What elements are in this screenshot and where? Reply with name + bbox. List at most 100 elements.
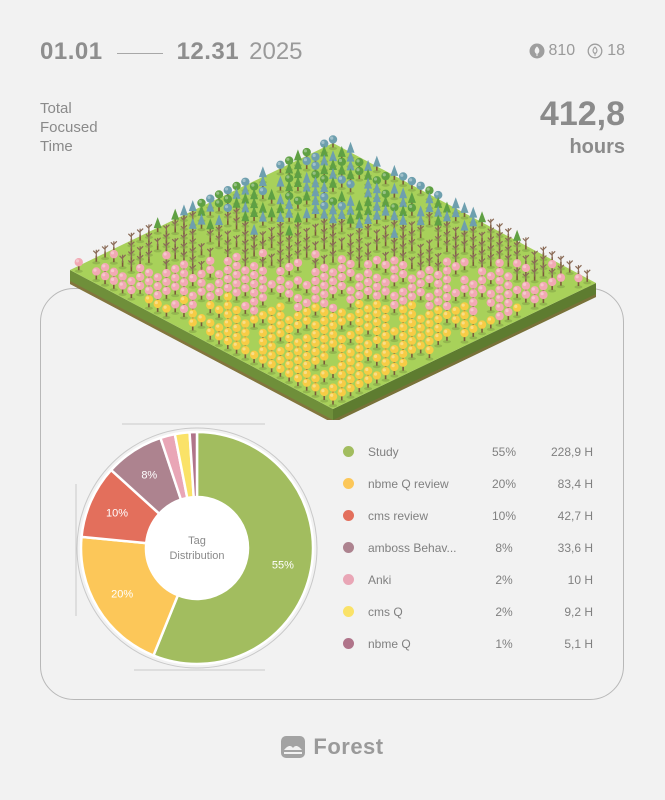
tree: [276, 160, 285, 176]
tree: [530, 268, 539, 284]
tree: [171, 246, 180, 262]
tree: [101, 245, 110, 261]
tree: [425, 212, 434, 228]
tree: [258, 210, 267, 229]
tree: [328, 365, 338, 381]
tree: [311, 223, 320, 239]
tree: [451, 206, 460, 224]
tree: [442, 328, 452, 344]
tree: [250, 206, 259, 224]
legend-tag-percent: 8%: [495, 541, 513, 555]
legend-tag-name: cms Q: [368, 605, 403, 619]
island-side-left: [70, 270, 333, 420]
tree: [267, 359, 276, 375]
tree: [127, 285, 136, 301]
tree: [276, 175, 285, 194]
dead-trees-stat: 18: [587, 42, 625, 60]
tree: [320, 387, 329, 403]
tree: [284, 369, 294, 384]
tree-outline-icon: [587, 43, 603, 59]
tree: [249, 315, 259, 330]
tree: [293, 258, 303, 274]
tree: [293, 276, 303, 292]
tree-filled-icon: [529, 43, 544, 59]
tree: [215, 234, 224, 250]
legend-tag-hours: 9,2 H: [564, 605, 593, 619]
island-soil-right: [333, 294, 596, 420]
tree: [118, 281, 127, 296]
tree: [460, 284, 469, 300]
total-focused-time-label: Total Focused Time: [40, 100, 98, 155]
slice-label: 10%: [106, 508, 128, 520]
tree: [258, 355, 268, 371]
tree: [469, 324, 478, 340]
tree: [477, 320, 487, 336]
tree: [337, 388, 346, 403]
tree: [442, 239, 451, 255]
tree: [206, 327, 215, 343]
tree: [574, 273, 583, 289]
tree: [407, 203, 417, 219]
tree: [390, 182, 399, 201]
tree: [302, 189, 311, 208]
tree: [232, 217, 241, 233]
tree: [118, 254, 127, 270]
legend-tag-percent: 2%: [495, 605, 513, 619]
tree: [390, 362, 399, 378]
tree: [521, 263, 531, 279]
forest-brand: Forest: [0, 734, 665, 760]
tree: [302, 378, 311, 394]
legend-item: Anki 2% 10 H: [343, 570, 603, 602]
legend-tag-hours: 33,6 H: [557, 541, 593, 555]
island-soil-left: [70, 281, 333, 420]
tree: [416, 341, 425, 356]
tree: [346, 212, 355, 231]
tree: [293, 175, 302, 194]
legend-tag-hours: 10 H: [567, 573, 593, 587]
tree: [346, 330, 355, 346]
total-focused-time: 412,8 hours: [540, 96, 625, 159]
tree: [214, 305, 224, 321]
tree: [372, 208, 381, 227]
legend-color-dot: [343, 638, 354, 649]
tree: [92, 267, 101, 283]
healthy-trees-count: 810: [548, 42, 576, 59]
legend-tag-name: Anki: [368, 573, 392, 587]
tree: [136, 228, 145, 244]
legend-tag-name: nbme Q review: [368, 477, 449, 491]
healthy-trees-stat: 810: [529, 42, 576, 60]
tree: [284, 289, 294, 305]
tree: [179, 304, 189, 320]
tree: [197, 213, 206, 232]
tree: [512, 303, 522, 319]
tree: [223, 212, 232, 228]
tree: [276, 284, 285, 300]
tree: [197, 287, 206, 303]
legend-tag-name: nbme Q: [368, 637, 411, 651]
tree: [320, 370, 329, 385]
tree: [74, 258, 83, 273]
tree: [451, 288, 460, 304]
tree: [372, 353, 382, 369]
tree: [293, 320, 303, 336]
tree: [302, 280, 311, 296]
tree: [398, 358, 408, 374]
tree: [346, 268, 355, 284]
tree: [583, 269, 592, 285]
outer-ring: [76, 427, 318, 669]
center-label-line2: Distribution: [169, 550, 224, 562]
tree: [355, 166, 364, 182]
tree: [206, 300, 215, 316]
tree: [390, 274, 399, 289]
donut-hole: [147, 498, 247, 598]
tree: [293, 196, 303, 212]
tree: [285, 206, 294, 225]
legend-item: cms Q 2% 9,2 H: [343, 602, 603, 634]
legend-item: Study 55% 228,9 H: [343, 442, 603, 474]
tree: [363, 322, 373, 338]
tree: [241, 346, 250, 361]
tree: [460, 328, 469, 344]
tree: [214, 199, 224, 214]
tree: [539, 263, 548, 279]
legend-tag-hours: 5,1 H: [564, 637, 593, 651]
